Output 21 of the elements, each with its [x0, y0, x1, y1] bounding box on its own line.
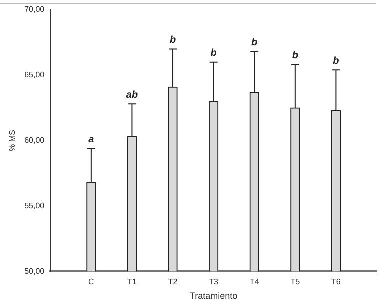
- x-tick-label: T3: [209, 278, 220, 287]
- annotation: b: [210, 48, 217, 60]
- annotation: b: [333, 56, 340, 67]
- y-tick-label: 60,00: [24, 136, 46, 146]
- annotation: a: [88, 134, 95, 146]
- x-tick-label: T6: [332, 278, 342, 287]
- x-tick-label: T2: [168, 278, 178, 287]
- annotation: b: [252, 38, 258, 49]
- x-tick-label: T4: [250, 278, 260, 287]
- x-tick-label: T1: [128, 278, 138, 287]
- x-axis-title: Tratamiento: [190, 291, 238, 302]
- annotation: b: [292, 50, 298, 62]
- y-tick-label: 70,00: [24, 5, 46, 14]
- annotation: ab: [126, 90, 138, 101]
- x-tick-label: C: [88, 278, 95, 287]
- y-tick-label: 65,00: [24, 70, 46, 80]
- y-tick-label: 55,00: [24, 201, 46, 210]
- y-tick-label: 50,00: [24, 266, 46, 276]
- x-tick-label: T5: [290, 278, 301, 287]
- annotation: b: [170, 34, 176, 46]
- y-axis-title: % MS: [8, 130, 18, 152]
